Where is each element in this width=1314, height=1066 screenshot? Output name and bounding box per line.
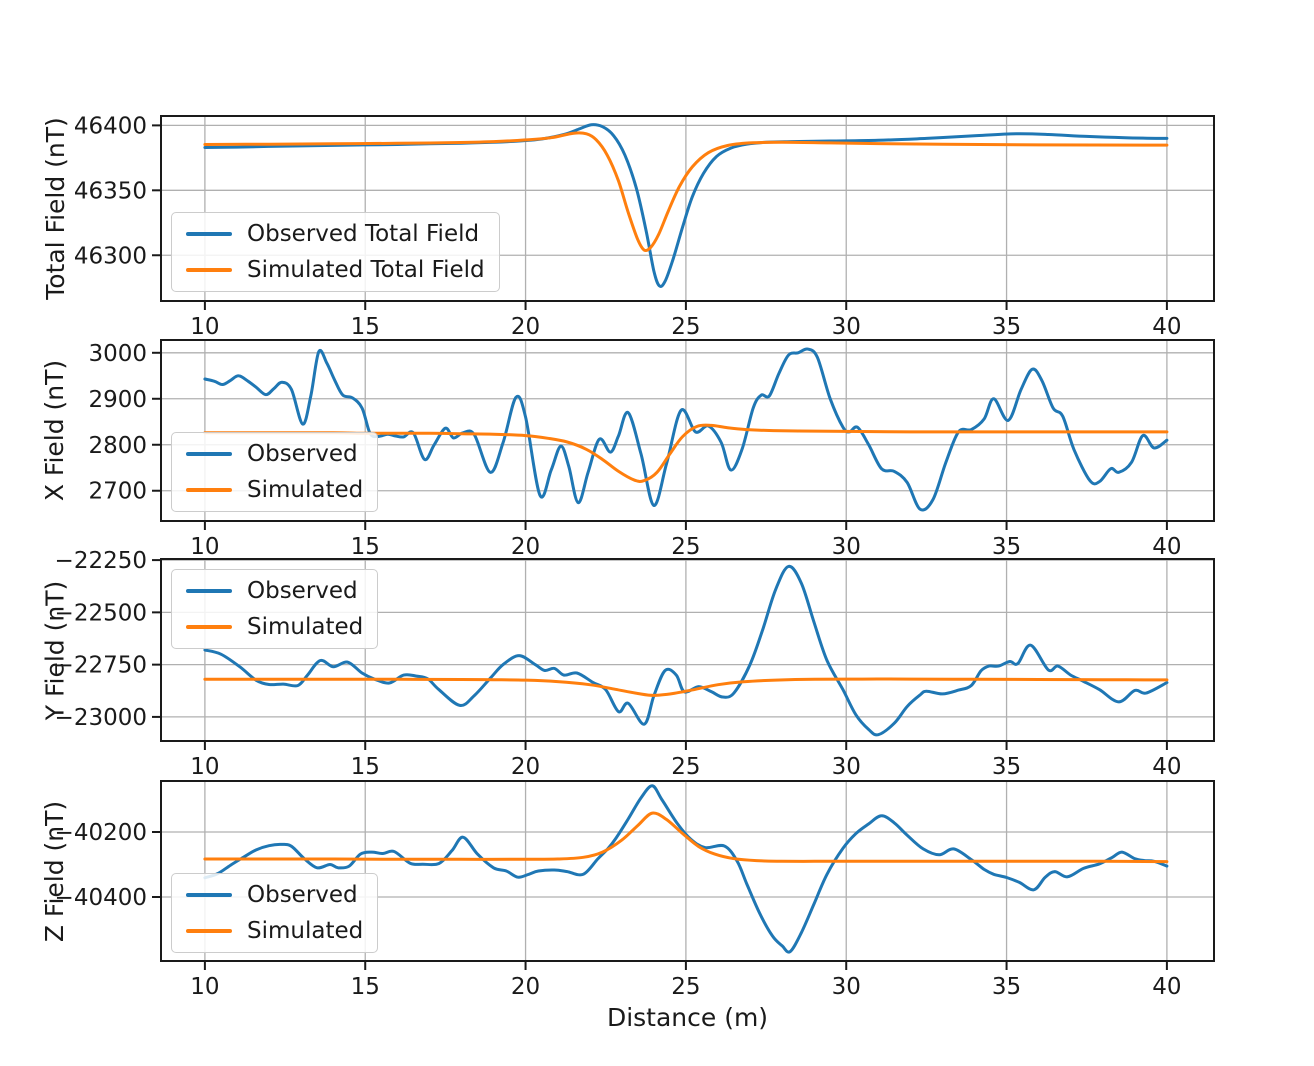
svg-text:30: 30: [832, 314, 861, 340]
svg-text:−22750: −22750: [55, 653, 147, 679]
z-field-y-axis-label: Z Field (nT): [36, 780, 74, 962]
legend-entry-simulated: Simulated: [186, 614, 363, 640]
simulated-legend-label: Simulated: [247, 614, 364, 640]
svg-text:35: 35: [992, 974, 1021, 1000]
svg-text:20: 20: [511, 314, 540, 340]
svg-text:15: 15: [351, 314, 380, 340]
svg-text:−23000: −23000: [55, 705, 147, 731]
svg-text:46400: 46400: [74, 113, 147, 139]
subplot-z-field: 10 15 20 25 30 35 40 −40400 −40200 Z Field (nT) …: [41, 780, 1215, 1000]
subplot-x-field: 10 15 20 25 30 35 40 2700 2800 2900 3000 X Field (…: [41, 339, 1215, 560]
svg-text:30: 30: [832, 534, 861, 560]
svg-text:20: 20: [511, 974, 540, 1000]
legend-entry-observed: Observed: [186, 578, 363, 604]
total-field-legend: Observed Total Field Simulated Total Fie…: [171, 212, 500, 292]
svg-text:30: 30: [832, 974, 861, 1000]
svg-text:−22500: −22500: [55, 600, 147, 626]
svg-text:35: 35: [992, 534, 1021, 560]
simulated-line-swatch: [186, 929, 232, 933]
total-field-plot-canvas: 10 15 20 25 30 35 40 46300 46350 46400: [74, 113, 1215, 340]
svg-text:40: 40: [1152, 534, 1181, 560]
svg-text:10: 10: [190, 534, 219, 560]
svg-text:2700: 2700: [88, 479, 147, 505]
observed-legend-label: Observed: [247, 578, 358, 604]
simulated-legend-label: Simulated Total Field: [247, 257, 485, 283]
x-axis-label: Distance (m): [606, 1003, 769, 1032]
x-field-legend: Observed Simulated: [171, 432, 379, 512]
legend-entry-observed: Observed Total Field: [186, 221, 485, 247]
observed-legend-label: Observed: [247, 882, 358, 908]
legend-entry-observed: Observed: [186, 441, 363, 467]
x-field-y-axis-label: X Field (nT): [36, 339, 74, 522]
legend-entry-simulated: Simulated Total Field: [186, 257, 485, 283]
observed-line-swatch: [186, 452, 232, 456]
simulated-legend-label: Simulated: [247, 918, 364, 944]
svg-text:40: 40: [1152, 314, 1181, 340]
svg-text:20: 20: [511, 754, 540, 780]
svg-text:40: 40: [1152, 974, 1181, 1000]
svg-text:10: 10: [190, 974, 219, 1000]
observed-line-swatch: [186, 589, 232, 593]
subplot-y-field: 10 15 20 25 30 35 40 −23000 −22750 −22500 −22250 Y…: [41, 548, 1215, 780]
svg-text:−40200: −40200: [55, 820, 147, 846]
svg-text:46350: 46350: [74, 178, 147, 204]
observed-line-swatch: [186, 893, 232, 897]
simulated-line-swatch: [186, 268, 232, 272]
svg-text:3000: 3000: [88, 341, 147, 367]
svg-text:−22250: −22250: [55, 548, 147, 574]
x-field-plot-canvas: 10 15 20 25 30 35 40 2700 2800 2900 3000: [88, 339, 1215, 560]
svg-text:30: 30: [832, 754, 861, 780]
svg-text:15: 15: [351, 974, 380, 1000]
svg-text:2900: 2900: [88, 387, 147, 413]
svg-text:10: 10: [190, 754, 219, 780]
svg-text:25: 25: [671, 534, 700, 560]
svg-text:2800: 2800: [88, 433, 147, 459]
legend-entry-simulated: Simulated: [186, 477, 363, 503]
svg-text:−40400: −40400: [55, 885, 147, 911]
svg-text:15: 15: [351, 754, 380, 780]
legend-entry-observed: Observed: [186, 882, 363, 908]
svg-text:25: 25: [671, 314, 700, 340]
total-field-y-axis-label-text: Total Field (nT): [40, 117, 70, 300]
svg-text:20: 20: [511, 534, 540, 560]
x-field-y-axis-label-text: X Field (nT): [40, 359, 70, 502]
svg-text:15: 15: [351, 534, 380, 560]
z-field-legend: Observed Simulated: [171, 873, 379, 953]
svg-text:46300: 46300: [74, 243, 147, 269]
simulated-line-swatch: [186, 488, 232, 492]
subplot-total-field: 10 15 20 25 30 35 40 46300 46350 46400 Total Fiel…: [41, 113, 1215, 340]
y-field-legend: Observed Simulated: [171, 569, 379, 649]
observed-legend-label: Observed: [247, 441, 358, 467]
y-field-plot-canvas: 10 15 20 25 30 35 40 −23000 −22750 −22500 −22250: [55, 548, 1215, 780]
observed-legend-label: Observed Total Field: [247, 221, 480, 247]
observed-line-swatch: [186, 232, 232, 236]
total-field-y-axis-label: Total Field (nT): [36, 115, 74, 302]
svg-text:35: 35: [992, 754, 1021, 780]
svg-text:40: 40: [1152, 754, 1181, 780]
svg-text:35: 35: [992, 314, 1021, 340]
simulated-legend-label: Simulated: [247, 477, 364, 503]
svg-text:25: 25: [671, 754, 700, 780]
svg-text:25: 25: [671, 974, 700, 1000]
simulated-line-swatch: [186, 625, 232, 629]
svg-text:10: 10: [190, 314, 219, 340]
legend-entry-simulated: Simulated: [186, 918, 363, 944]
